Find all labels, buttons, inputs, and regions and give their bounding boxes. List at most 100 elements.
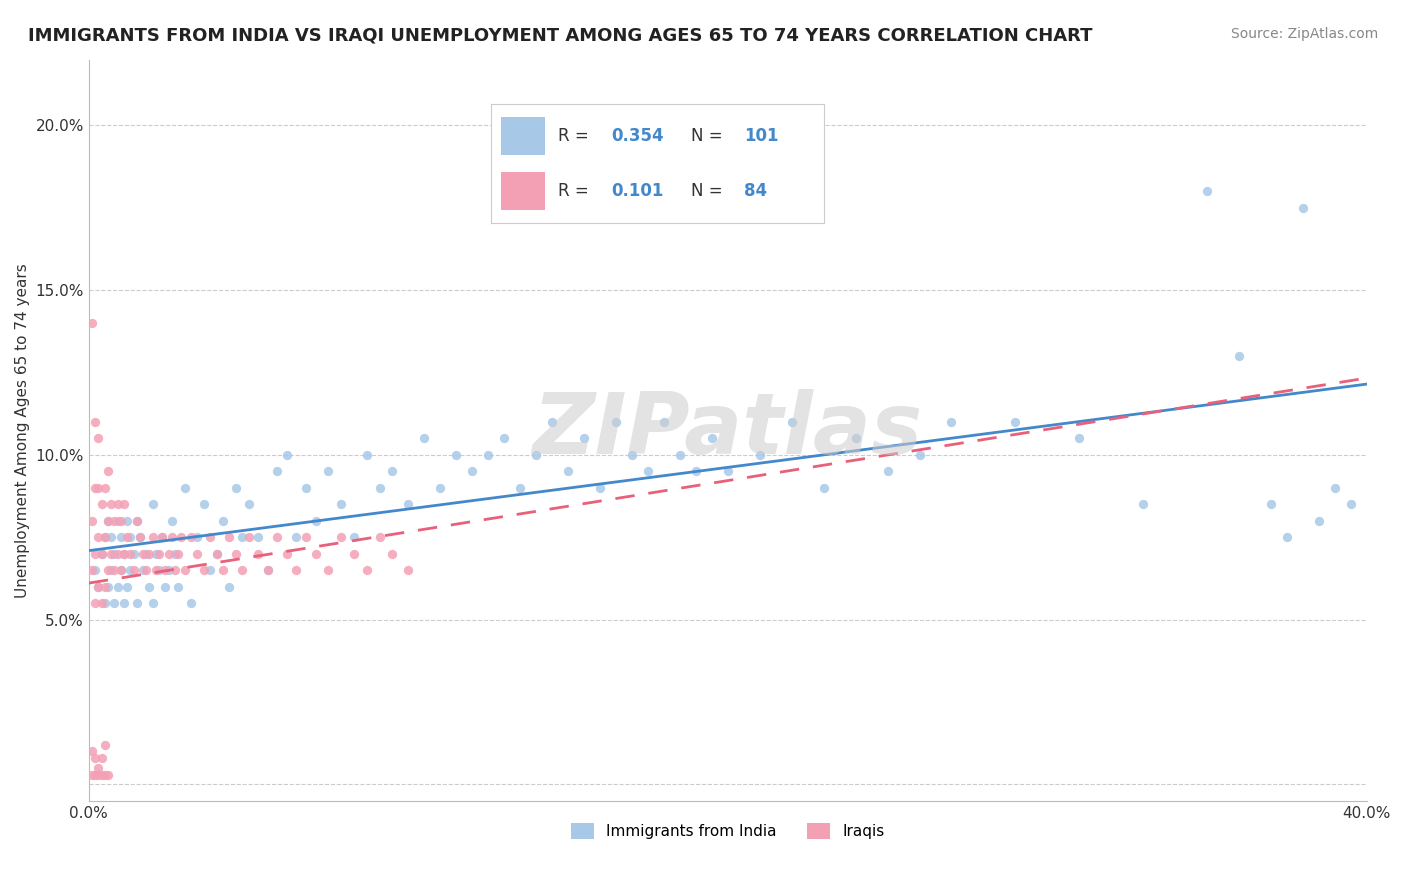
Point	[205, 547, 228, 561]
Point	[100, 497, 122, 511]
Point	[572, 432, 595, 446]
Point	[97, 514, 120, 528]
Point	[125, 514, 148, 528]
Point	[218, 530, 240, 544]
Point	[115, 514, 138, 528]
Point	[84, 481, 107, 495]
Legend: Immigrants from India, Iraqis: Immigrants from India, Iraqis	[565, 817, 891, 845]
Point	[150, 530, 173, 544]
Point	[112, 547, 135, 561]
Point	[94, 580, 117, 594]
Point	[165, 563, 187, 577]
Point	[97, 580, 120, 594]
Point	[84, 767, 107, 781]
Point	[285, 563, 308, 577]
Point	[97, 767, 120, 781]
Point	[461, 465, 484, 479]
Point	[167, 547, 190, 561]
Point	[120, 563, 142, 577]
Point	[238, 530, 260, 544]
Point	[122, 547, 145, 561]
Point	[145, 563, 167, 577]
Point	[138, 547, 160, 561]
Point	[103, 514, 125, 528]
Point	[90, 547, 112, 561]
Point	[87, 530, 110, 544]
Point	[80, 563, 103, 577]
Point	[100, 563, 122, 577]
Point	[941, 415, 963, 429]
Point	[115, 580, 138, 594]
Point	[256, 563, 278, 577]
Point	[103, 547, 125, 561]
Point	[97, 465, 120, 479]
Point	[652, 415, 675, 429]
Point	[112, 547, 135, 561]
Point	[212, 563, 235, 577]
Point	[142, 497, 165, 511]
Point	[80, 514, 103, 528]
Point	[173, 481, 195, 495]
Point	[1308, 514, 1330, 528]
Point	[90, 751, 112, 765]
Point	[876, 465, 898, 479]
Point	[186, 547, 208, 561]
Point	[444, 448, 467, 462]
Point	[112, 596, 135, 610]
Point	[94, 596, 117, 610]
Point	[429, 481, 451, 495]
Point	[180, 596, 202, 610]
Point	[80, 744, 103, 758]
Point	[212, 514, 235, 528]
Point	[200, 530, 222, 544]
Point	[813, 481, 835, 495]
Point	[125, 514, 148, 528]
Point	[330, 530, 353, 544]
Point	[620, 448, 643, 462]
Point	[135, 547, 157, 561]
Point	[97, 563, 120, 577]
Point	[84, 415, 107, 429]
Point	[368, 530, 391, 544]
Point	[138, 580, 160, 594]
Point	[157, 563, 180, 577]
Point	[125, 596, 148, 610]
Point	[318, 563, 340, 577]
Point	[780, 415, 803, 429]
Point	[87, 481, 110, 495]
Point	[1227, 349, 1250, 363]
Point	[94, 530, 117, 544]
Point	[107, 547, 129, 561]
Point	[110, 563, 132, 577]
Point	[1340, 497, 1362, 511]
Point	[129, 530, 152, 544]
Point	[343, 530, 366, 544]
Point	[605, 415, 627, 429]
Text: ZIPatlas: ZIPatlas	[533, 389, 922, 472]
Point	[173, 563, 195, 577]
Point	[1197, 185, 1219, 199]
Point	[90, 767, 112, 781]
Point	[90, 547, 112, 561]
Point	[295, 530, 318, 544]
Point	[1069, 432, 1091, 446]
Point	[132, 563, 155, 577]
Point	[748, 448, 770, 462]
Point	[80, 767, 103, 781]
Point	[637, 465, 659, 479]
Point	[494, 432, 516, 446]
Point	[845, 432, 868, 446]
Point	[129, 530, 152, 544]
Point	[87, 767, 110, 781]
Point	[396, 497, 419, 511]
Point	[145, 547, 167, 561]
Point	[160, 530, 183, 544]
Point	[155, 580, 177, 594]
Point	[908, 448, 931, 462]
Point	[1004, 415, 1026, 429]
Point	[94, 767, 117, 781]
Point	[256, 563, 278, 577]
Point	[343, 547, 366, 561]
Point	[107, 514, 129, 528]
Point	[368, 481, 391, 495]
